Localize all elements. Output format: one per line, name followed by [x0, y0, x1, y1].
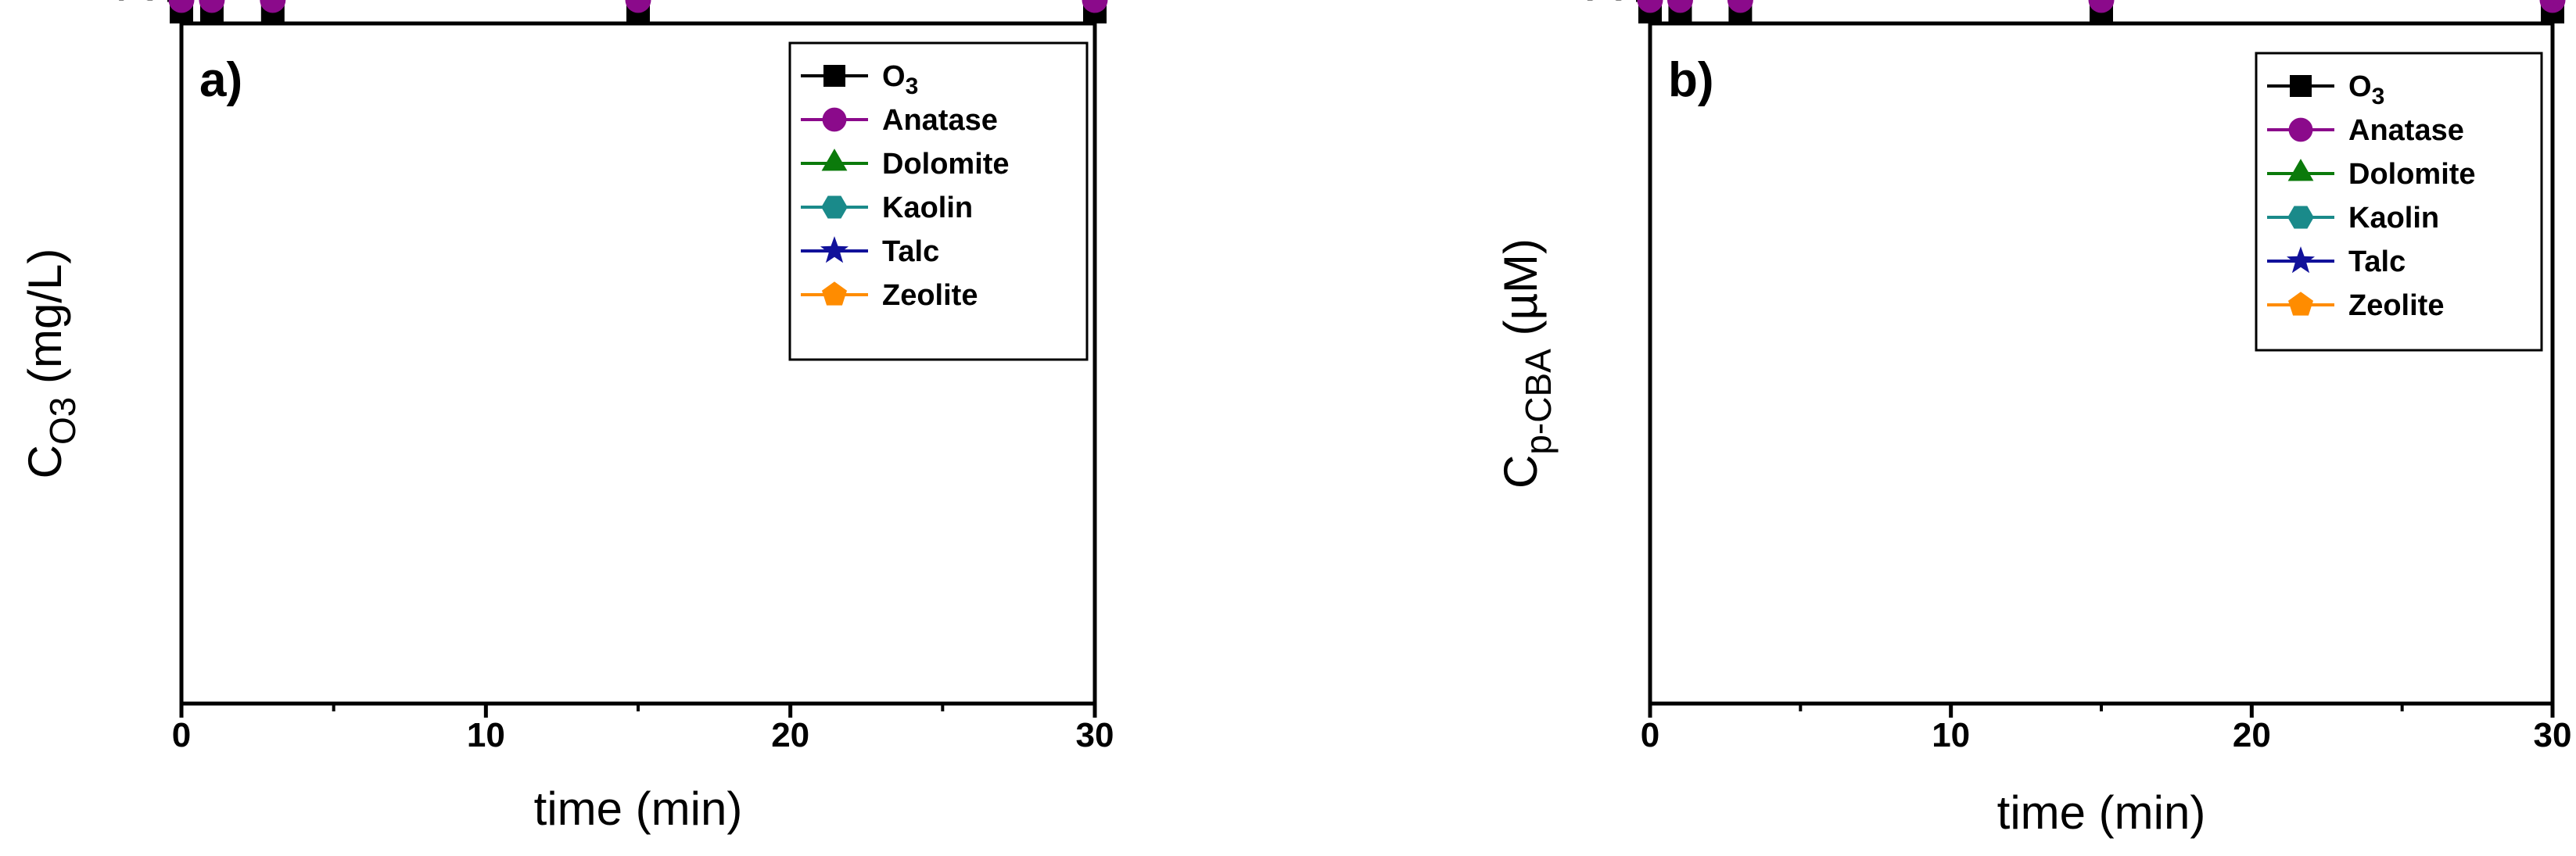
- y-tick-label: 0.4: [112, 0, 160, 8]
- y-axis-label: Cp-CBA (µM): [1494, 238, 1559, 489]
- legend-marker-o3: [823, 65, 845, 87]
- x-axis-label: time (min): [1997, 786, 2206, 839]
- y-tick-label: 4.0: [1580, 0, 1628, 8]
- legend: O3 Anatase Dolomite Kaolin Talc Zeolite: [2255, 52, 2543, 352]
- y-tick-label: 0.0: [112, 0, 160, 8]
- y-tick-label: 0.4: [1580, 0, 1629, 8]
- legend-marker-o3: [2290, 75, 2312, 97]
- legend-label-anatase: Anatase: [882, 104, 998, 137]
- y-tick-label: 3.8: [1580, 0, 1628, 8]
- y-tick-label: 0.2: [112, 0, 160, 8]
- x-tick-label: 30: [2534, 716, 2572, 754]
- data-point-anatase: [2539, 0, 2566, 13]
- chart-panel-b: 0 10 20 30 0.00.10.20.30.43.84.0 b) time (min)…: [1494, 0, 2571, 839]
- legend-marker-kaolin: [2287, 206, 2314, 229]
- data-point-anatase: [168, 0, 195, 13]
- legend-label-o3: O3: [882, 60, 918, 99]
- y-tick-label: 1.8: [112, 0, 160, 8]
- legend-marker-dolomite: [821, 149, 848, 171]
- data-point-anatase: [260, 0, 286, 13]
- legend-label-o3: O3: [2348, 70, 2384, 109]
- legend-label-kaolin: Kaolin: [882, 192, 973, 224]
- legend-marker-zeolite: [822, 281, 847, 306]
- panel-label: b): [1668, 53, 1714, 107]
- legend-label-dolomite: Dolomite: [882, 148, 1010, 181]
- y-axis-label: CO3 (mg/L): [19, 249, 83, 479]
- legend-marker-anatase: [822, 107, 847, 132]
- data-point-anatase: [2088, 0, 2115, 13]
- x-tick-label: 10: [467, 716, 505, 754]
- x-tick-label: 10: [1932, 716, 1970, 754]
- data-point-anatase: [1082, 0, 1108, 13]
- x-tick-label: 30: [1076, 716, 1114, 754]
- panel-label: a): [199, 53, 242, 107]
- legend-label-talc: Talc: [2348, 245, 2406, 278]
- legend-label-dolomite: Dolomite: [2348, 158, 2476, 191]
- data-point-anatase: [199, 0, 225, 13]
- chart-panel-a: 0 10 20 30 0.00.20.40.61.82.0 a) time (min) CO3…: [19, 0, 1114, 835]
- x-tick-label: 0: [172, 716, 191, 754]
- data-point-anatase: [1727, 0, 1753, 13]
- y-tick-label: 0.1: [1580, 0, 1628, 8]
- legend-marker-zeolite: [2288, 292, 2313, 316]
- y-tick-label: 2.0: [112, 0, 160, 8]
- legend-marker-talc: [2287, 246, 2315, 274]
- legend-label-zeolite: Zeolite: [882, 279, 978, 312]
- y-tick-label: 0.2: [1580, 0, 1628, 8]
- legend-label-kaolin: Kaolin: [2348, 202, 2439, 235]
- legend: O3 Anatase Dolomite Kaolin Talc Zeolite: [788, 41, 1089, 361]
- legend-marker-talc: [820, 236, 849, 263]
- y-tick-label: 0.3: [1580, 0, 1628, 8]
- legend-marker-dolomite: [2287, 159, 2314, 181]
- legend-label-talc: Talc: [882, 235, 939, 268]
- x-tick-label: 0: [1641, 716, 1659, 754]
- x-tick-label: 20: [771, 716, 809, 754]
- data-point-anatase: [625, 0, 651, 13]
- y-tick-label: 0.0: [1580, 0, 1628, 8]
- legend-label-zeolite: Zeolite: [2348, 289, 2444, 322]
- data-point-anatase: [1667, 0, 1693, 13]
- y-tick-label: 0.6: [112, 0, 160, 8]
- x-axis-label: time (min): [534, 783, 743, 835]
- legend-marker-anatase: [2288, 117, 2313, 142]
- data-point-anatase: [1637, 0, 1663, 13]
- x-tick-label: 20: [2233, 716, 2271, 754]
- legend-label-anatase: Anatase: [2348, 114, 2464, 147]
- legend-marker-kaolin: [821, 195, 848, 219]
